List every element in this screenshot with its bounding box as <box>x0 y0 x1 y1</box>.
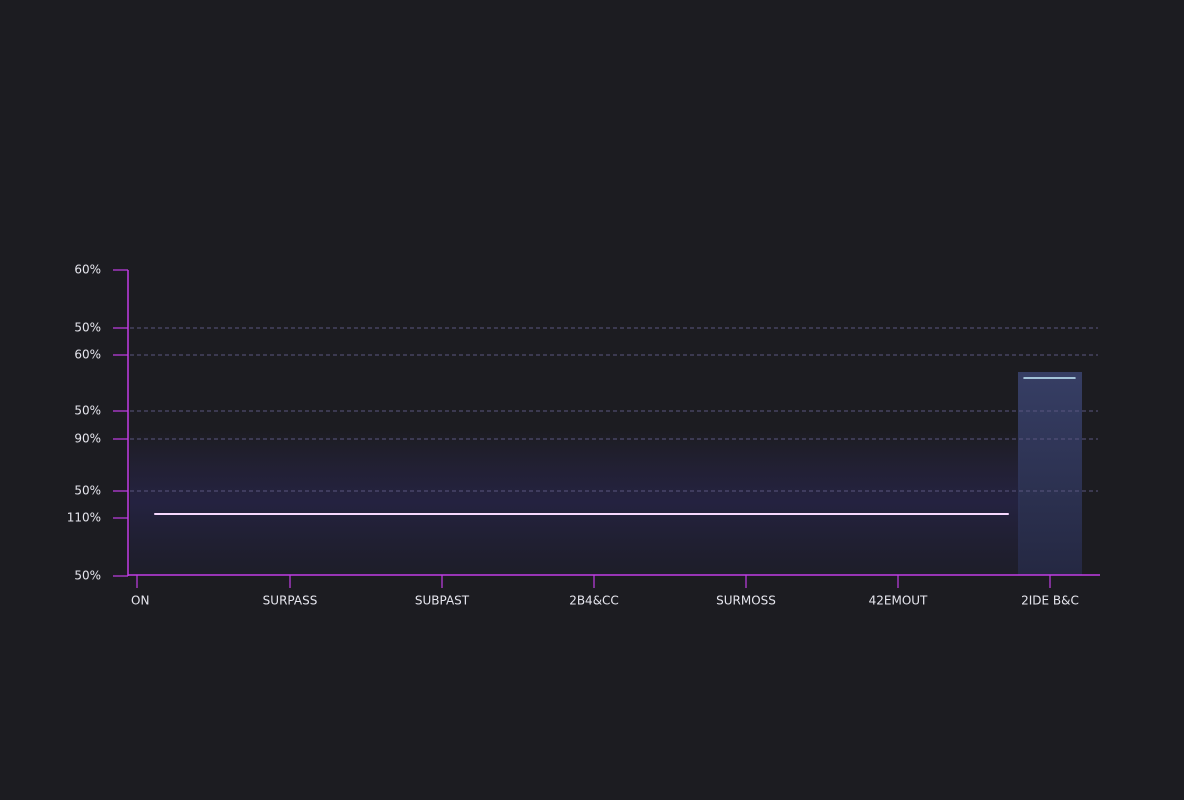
x-tick-label: ON <box>131 594 149 608</box>
grid <box>130 327 1098 492</box>
x-tick-label: 42EMOUT <box>869 594 928 608</box>
x-tick-label: 2IDE B&C <box>1021 594 1079 608</box>
y-tick-label: 50% <box>74 484 101 498</box>
glow-area <box>130 430 1020 575</box>
y-tick-label: 50% <box>74 569 101 583</box>
y-tick-label: 60% <box>74 263 101 277</box>
y-tick-label: 90% <box>74 432 101 446</box>
x-tick-label: 2B4&CC <box>569 594 619 608</box>
x-tick-label: SURMOSS <box>716 594 776 608</box>
x-tick-label: SUBPAST <box>415 594 470 608</box>
x-tick-label: SURPASS <box>263 594 318 608</box>
y-tick-label: 110% <box>67 511 101 525</box>
y-tick-label: 50% <box>74 404 101 418</box>
highlight-column <box>1018 372 1082 575</box>
y-tick-label: 60% <box>74 348 101 362</box>
y-tick-label: 50% <box>74 321 101 335</box>
